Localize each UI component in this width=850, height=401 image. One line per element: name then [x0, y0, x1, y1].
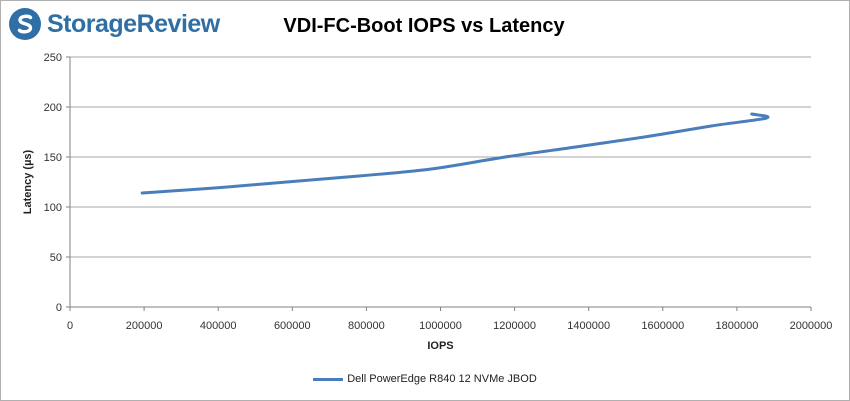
x-axis-title: IOPS — [427, 340, 453, 352]
legend-label: Dell PowerEdge R840 12 NVMe JBOD — [347, 373, 537, 385]
y-tick-label: 50 — [50, 252, 62, 264]
y-tick-label: 150 — [44, 152, 62, 164]
x-tick-label: 1600000 — [641, 320, 684, 332]
axes — [66, 56, 812, 311]
x-tick-label: 800000 — [348, 320, 385, 332]
storagereview-logo-icon — [9, 8, 41, 40]
x-tick-label: 400000 — [200, 320, 237, 332]
x-tick-label: 0 — [67, 320, 73, 332]
series-group — [140, 112, 770, 195]
x-tick-label: 1000000 — [419, 320, 462, 332]
y-axis-title: Latency (µs) — [22, 149, 34, 214]
legend-swatch — [313, 377, 344, 381]
y-tick-label: 200 — [44, 102, 62, 114]
legend: Dell PowerEdge R840 12 NVMe JBOD — [1, 373, 849, 385]
y-tick-label: 0 — [56, 302, 62, 314]
x-tick-label: 1800000 — [715, 320, 758, 332]
gridlines — [70, 56, 811, 258]
y-tick-labels: 0 50 100 150 200 250 — [44, 52, 62, 314]
x-tick-label: 2000000 — [790, 320, 833, 332]
brand-name: StorageReview — [47, 9, 220, 38]
x-tick-label: 600000 — [274, 320, 311, 332]
y-tick-label: 250 — [44, 52, 62, 64]
y-tick-label: 100 — [44, 202, 62, 214]
chart-title-text: VDI-FC-Boot IOPS vs Latency — [283, 15, 565, 37]
x-tick-label: 200000 — [126, 320, 163, 332]
storagereview-logo: StorageReview — [8, 7, 220, 41]
x-tick-label: 1200000 — [493, 320, 536, 332]
x-tick-labels: 0 200000 400000 600000 800000 1000000 1200000 1… — [67, 320, 832, 332]
chart-title: VDI-FC-Boot IOPS vs Latency — [1, 15, 849, 38]
x-tick-label: 1400000 — [567, 320, 610, 332]
series-line-0 — [140, 112, 770, 195]
